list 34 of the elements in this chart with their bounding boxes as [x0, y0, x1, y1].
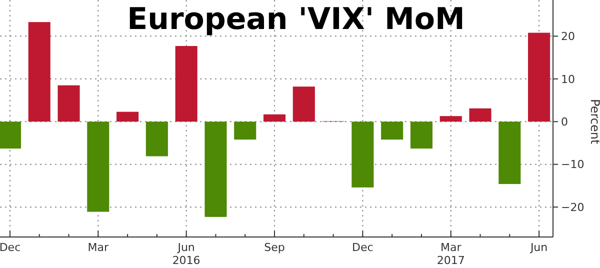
bar — [263, 114, 286, 122]
text: 2017 — [436, 254, 465, 267]
text: 2016 — [172, 254, 200, 267]
chart-title: European 'VIX' MoM — [127, 2, 465, 37]
x-tick-label: Dec — [0, 241, 21, 254]
bar — [234, 122, 256, 140]
bar — [175, 46, 198, 122]
x-tick-label: Jun — [176, 241, 195, 254]
x-tick-label: Sep — [264, 241, 285, 254]
x-tick-label: Dec — [352, 241, 374, 254]
bar — [146, 122, 168, 156]
bar — [352, 122, 374, 188]
bar — [528, 32, 550, 122]
bar — [440, 116, 462, 122]
bar — [87, 122, 110, 212]
bar — [28, 22, 50, 122]
bar — [204, 122, 227, 217]
y-tick-label: 20 — [561, 30, 575, 44]
y-axis-title: Percent — [588, 99, 600, 145]
y-tick-label: −10 — [561, 158, 584, 172]
bar — [498, 122, 521, 184]
bar — [410, 122, 432, 149]
y-tick-label: 10 — [561, 72, 575, 86]
bar — [381, 122, 404, 140]
bar — [0, 122, 21, 149]
x-tick-label: Jun — [529, 241, 548, 254]
y-tick-label: 0 — [561, 115, 568, 128]
bar — [116, 112, 139, 122]
bar — [58, 85, 80, 122]
x-tick-label: Mar — [88, 241, 109, 254]
y-tick-label: −20 — [561, 200, 584, 214]
bar — [292, 86, 315, 122]
x-tick-label: Mar — [440, 241, 462, 254]
bar — [469, 108, 492, 122]
